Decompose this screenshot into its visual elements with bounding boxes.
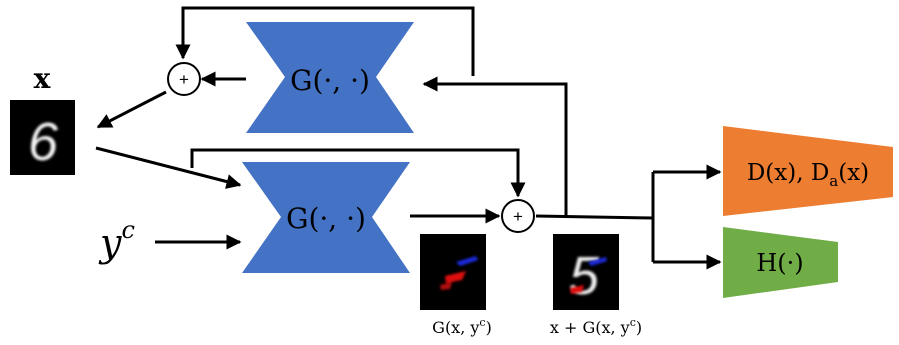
discriminator-shape xyxy=(723,126,893,216)
input-to-generator-arrow xyxy=(95,146,242,189)
classifier-label: H(·) xyxy=(756,249,803,277)
discriminator-label: D(x), Da(x) xyxy=(747,160,869,190)
input-image xyxy=(10,100,75,175)
input-digit: 6 xyxy=(28,112,59,172)
classifier-shape xyxy=(723,227,838,298)
condition-label: yc xyxy=(98,216,135,265)
adversarial-to-top-generator-arrow xyxy=(422,76,568,216)
perturbation-caption: G(x, yc) xyxy=(432,316,492,337)
bottom-generator-label: G(·, ·) xyxy=(286,202,366,235)
top-generator-shape xyxy=(246,22,414,133)
top-adder-symbol: + xyxy=(179,70,189,89)
adversarial-caption: x + G(x, yc) xyxy=(550,316,642,337)
top-adder-circle xyxy=(167,62,201,96)
feedback-loop-arrow xyxy=(175,6,475,76)
perturbation-strokes xyxy=(440,256,478,290)
bottom-generator-shape xyxy=(242,162,410,273)
input-label: x xyxy=(34,62,51,95)
adder-to-split-line xyxy=(535,214,654,220)
bottom-adder-symbol: + xyxy=(513,207,523,226)
adversarial-digit: 5 xyxy=(569,246,600,306)
skip-connection-arrow xyxy=(190,148,526,198)
adversarial-perturbation-strokes xyxy=(570,257,607,294)
perturbation-image xyxy=(420,234,486,310)
adversarial-image xyxy=(553,234,619,310)
adder-to-input-arrow xyxy=(96,90,167,129)
bottom-adder-circle xyxy=(501,199,535,233)
top-generator-label: G(·, ·) xyxy=(290,64,370,97)
